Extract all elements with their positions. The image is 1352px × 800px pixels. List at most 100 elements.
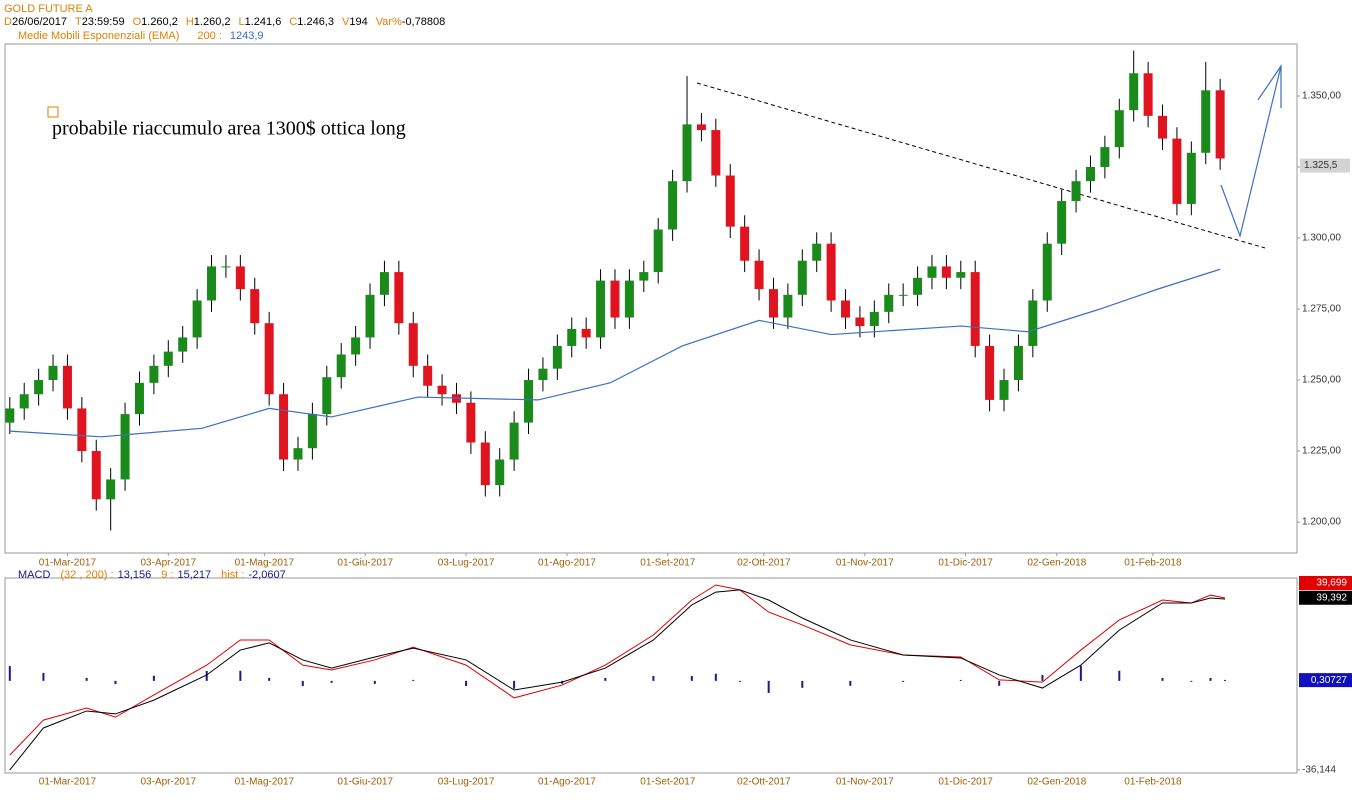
candle-body	[1028, 300, 1038, 346]
candle-body	[509, 422, 519, 460]
readout-key: (32 , 200) :	[60, 569, 113, 581]
candle-body	[178, 337, 188, 352]
x-tick-label: 03-Lug-2017	[438, 558, 495, 569]
candle-body	[1042, 243, 1052, 301]
candle-body	[466, 402, 476, 443]
histogram-bar	[767, 680, 770, 693]
candle-body	[221, 266, 231, 268]
macd-line	[9, 589, 1225, 771]
x-tick-label: 01-Ago-2017	[538, 558, 596, 569]
candle-body	[812, 243, 822, 261]
candle-body	[610, 280, 620, 318]
ema-period: 200 :	[197, 30, 221, 42]
y-tick-label: 1.225,00	[1302, 446, 1341, 457]
candle-body	[379, 272, 389, 295]
price-frame	[4, 43, 1298, 554]
candle-body	[841, 300, 851, 318]
histogram-bar	[1190, 680, 1193, 682]
candle-body	[394, 272, 404, 324]
x-tick-label: 02-Gen-2018	[1027, 777, 1086, 788]
macd-readout: MACD (32 , 200) : 13,156 9 : 15,217 hist : -2,…	[18, 569, 286, 581]
candle-body	[19, 394, 29, 409]
histogram-bar	[1079, 665, 1082, 681]
candle-body	[423, 365, 433, 386]
candle-body	[1013, 345, 1023, 381]
quote-key: L	[239, 16, 245, 28]
candle-body	[293, 448, 303, 460]
x-tick-label: 01-Giu-2017	[337, 558, 393, 569]
histogram-bar	[604, 677, 607, 681]
histogram-bar	[998, 680, 1001, 686]
candle-body	[783, 294, 793, 318]
candle-body	[495, 459, 505, 486]
candle-body	[768, 289, 778, 318]
y-tick-label: 1.200,00	[1302, 517, 1341, 528]
quote-key: O	[133, 16, 142, 28]
macd-line	[9, 584, 1226, 756]
ema-name: Medie Mobili Esponenziali (EMA)	[18, 30, 179, 42]
candle-body	[106, 479, 116, 500]
histogram-bar	[412, 679, 415, 681]
histogram-bar	[690, 675, 693, 681]
readout-value: 13,156	[118, 569, 152, 581]
histogram-bar	[1223, 679, 1226, 681]
candle-body	[91, 451, 101, 500]
candle-body	[480, 442, 490, 486]
candle-body	[307, 414, 317, 449]
y-tick-label: -36,144	[1302, 765, 1336, 776]
histogram-bar	[801, 680, 804, 688]
candle-body	[985, 345, 995, 400]
arrow-head	[1257, 64, 1282, 108]
candle-body	[5, 408, 15, 423]
candle-body	[682, 124, 692, 182]
candle-body	[250, 289, 260, 324]
x-tick-label: 02-Gen-2018	[1027, 558, 1086, 569]
candle-body	[913, 277, 923, 295]
histogram-bar	[652, 675, 655, 681]
candle-body	[1186, 152, 1196, 204]
candle-body	[884, 294, 894, 312]
candle-body	[740, 226, 750, 261]
candle-body	[62, 365, 72, 409]
histogram-bar	[152, 675, 155, 681]
candle-body	[898, 294, 908, 296]
candle-body	[696, 124, 706, 131]
candle-body	[1201, 90, 1211, 153]
histogram-bar	[205, 671, 208, 681]
x-tick-label: 01-Nov-2017	[836, 777, 894, 788]
annotation: probabile riaccumulo area 1300$ ottica l…	[52, 118, 406, 140]
quote-key: T	[75, 16, 82, 28]
candle-body	[524, 380, 534, 423]
candle-body	[77, 408, 87, 452]
quote-line: D26/06/2017 T23:59:59 O1.260,2 H1.260,2 L1.2…	[4, 16, 445, 28]
candle-body	[408, 323, 418, 366]
histogram-bar	[1118, 670, 1121, 681]
histogram-bar	[373, 680, 376, 684]
histogram-bar	[513, 680, 516, 689]
candle-body	[826, 243, 836, 301]
quote-key: Var%	[376, 16, 402, 28]
quote-value: -0,78808	[402, 16, 445, 28]
last-value-label: 1.325,5	[1304, 160, 1338, 171]
readout-key: hist :	[221, 569, 244, 581]
histogram-bar	[42, 672, 45, 681]
x-tick-label: 01-Feb-2018	[1124, 777, 1182, 788]
histogram-bar	[959, 679, 962, 681]
candle-body	[336, 354, 346, 378]
x-tick-label: 01-Set-2017	[640, 558, 695, 569]
candle-body	[538, 368, 548, 381]
histogram-bar	[330, 680, 333, 683]
candle-body	[437, 385, 447, 395]
quote-value: 1.260,2	[194, 16, 231, 28]
x-tick-label: 01-Mag-2017	[235, 558, 295, 569]
candle-body	[941, 266, 951, 278]
x-tick-label: 01-Dic-2017	[938, 777, 993, 788]
candle-body	[1071, 181, 1081, 202]
histogram-bar	[114, 680, 117, 685]
candle-body	[970, 272, 980, 346]
candle-body	[322, 377, 332, 415]
candle-body	[855, 317, 865, 327]
value-marker	[1299, 590, 1352, 605]
histogram-bar	[714, 673, 717, 681]
ema-line	[9, 268, 1221, 438]
